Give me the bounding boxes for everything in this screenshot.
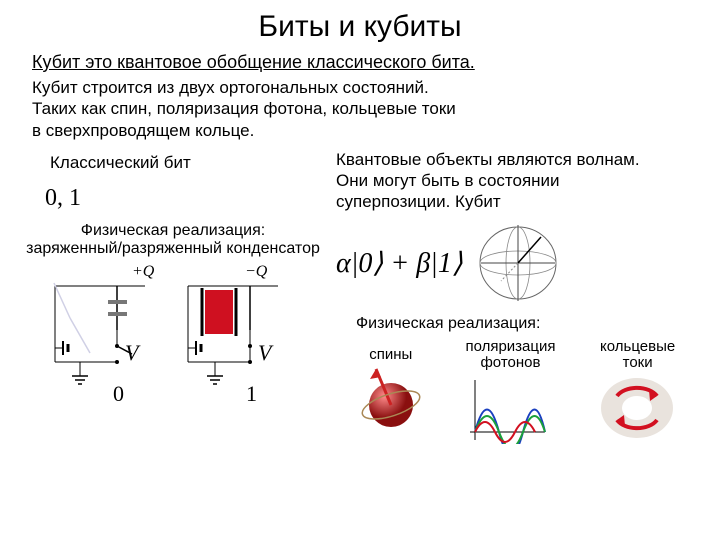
right-column: Квантовые объекты являются волнам.Они мо… bbox=[336, 149, 700, 444]
qubit-formula: α|0⟩ + β|1⟩ bbox=[336, 246, 463, 280]
intro-text: Кубит строится из двух ортогональных сос… bbox=[32, 77, 700, 141]
svg-text:−Q: −Q bbox=[245, 263, 268, 280]
currents-item: кольцевыетоки bbox=[595, 339, 680, 444]
subtitle: Кубит это квантовое обобщение классическ… bbox=[32, 52, 700, 73]
svg-text:V: V bbox=[125, 340, 141, 365]
photon-icon bbox=[465, 372, 550, 444]
svg-text:0: 0 bbox=[113, 381, 124, 406]
quantum-realization-title: Физическая реализация: bbox=[356, 315, 700, 333]
quantum-desc: Квантовые объекты являются волнам.Они мо… bbox=[336, 149, 700, 213]
classical-realization: Физическая реализация:заряженный/разряже… bbox=[20, 222, 326, 258]
classical-formula: 0, 1 bbox=[45, 185, 326, 212]
photon-label: поляризацияфотонов bbox=[465, 339, 555, 372]
ring-currents-icon bbox=[595, 372, 680, 444]
svg-text:V: V bbox=[258, 340, 274, 365]
spins-item: спины bbox=[356, 347, 426, 436]
left-column: Классический бит 0, 1 Физическая реализа… bbox=[20, 149, 326, 444]
photon-item: поляризацияфотонов bbox=[465, 339, 555, 444]
currents-label: кольцевыетоки bbox=[595, 339, 680, 372]
classical-heading: Классический бит bbox=[50, 153, 326, 173]
bloch-sphere-icon bbox=[473, 219, 563, 307]
spin-icon bbox=[356, 363, 426, 435]
page-title: Биты и кубиты bbox=[20, 10, 700, 44]
physical-realizations: спины поляризацияфотонов bbox=[336, 339, 700, 444]
svg-text:1: 1 bbox=[246, 381, 257, 406]
capacitor-diagram: +Q V 0 −Q bbox=[20, 258, 340, 408]
columns-container: Классический бит 0, 1 Физическая реализа… bbox=[20, 149, 700, 444]
spins-label: спины bbox=[356, 347, 426, 364]
svg-text:+Q: +Q bbox=[132, 263, 155, 280]
